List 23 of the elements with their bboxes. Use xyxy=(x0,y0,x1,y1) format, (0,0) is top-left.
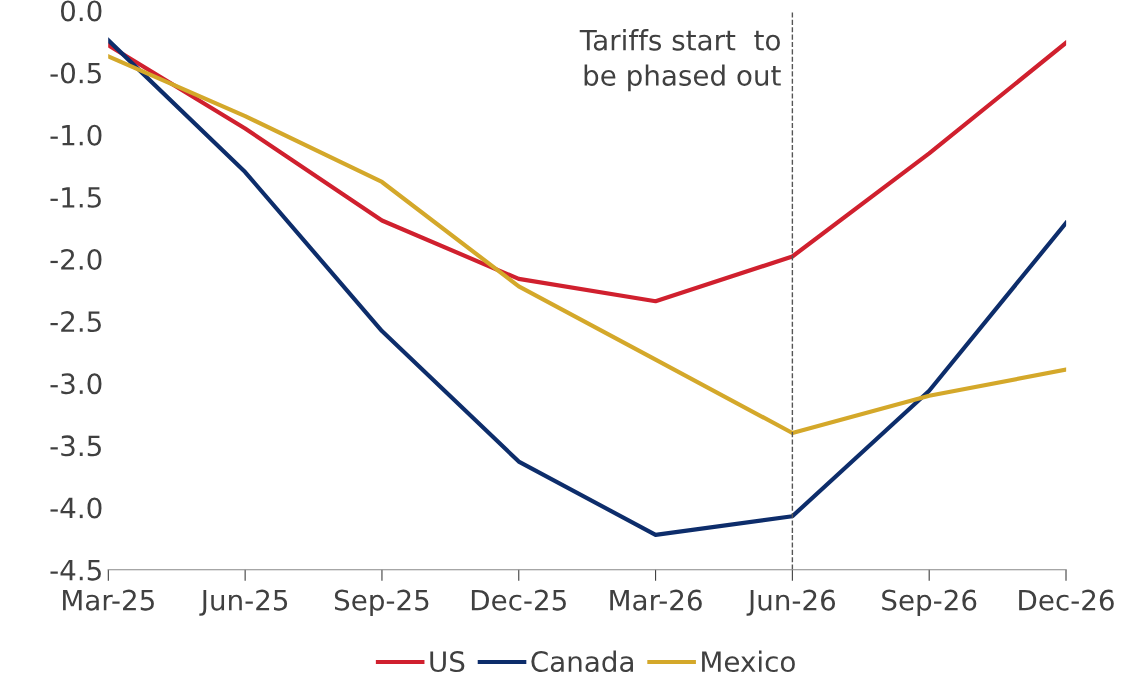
legend-label: US xyxy=(430,651,465,673)
x-tick-label: Jun-25 xyxy=(199,589,288,616)
x-tick-label: Mar-26 xyxy=(610,589,702,611)
x-tick-label: Sep-26 xyxy=(882,589,977,617)
y-tick-label: -4.5 xyxy=(50,559,101,581)
line-series xyxy=(108,54,1067,436)
x-tick-label: Jun-26 xyxy=(746,589,836,616)
ref-line-label: Tariffs start to be phased out xyxy=(579,29,781,92)
x-tick-label: Sep-25 xyxy=(334,589,429,617)
y-tick-label: -0.5 xyxy=(50,62,101,84)
y-tick-label: -1.5 xyxy=(50,187,101,208)
y-tick-label: -2.5 xyxy=(50,311,101,333)
y-tick-label: -2.0 xyxy=(50,248,102,270)
legend-label: Mexico xyxy=(702,650,795,673)
legend-label: Canada xyxy=(531,650,633,673)
x-tick-label: Dec-26 xyxy=(1019,589,1114,611)
x-tick-label: Dec-25 xyxy=(471,589,566,611)
y-tick-label: 0.0 xyxy=(60,0,102,22)
y-tick-label: -4.0 xyxy=(50,497,102,519)
y-tick-label: -1.0 xyxy=(50,124,102,146)
y-tick-label: -3.0 xyxy=(50,373,102,395)
x-tick-label: Mar-25 xyxy=(63,589,154,611)
y-tick-label: -3.5 xyxy=(50,435,101,457)
